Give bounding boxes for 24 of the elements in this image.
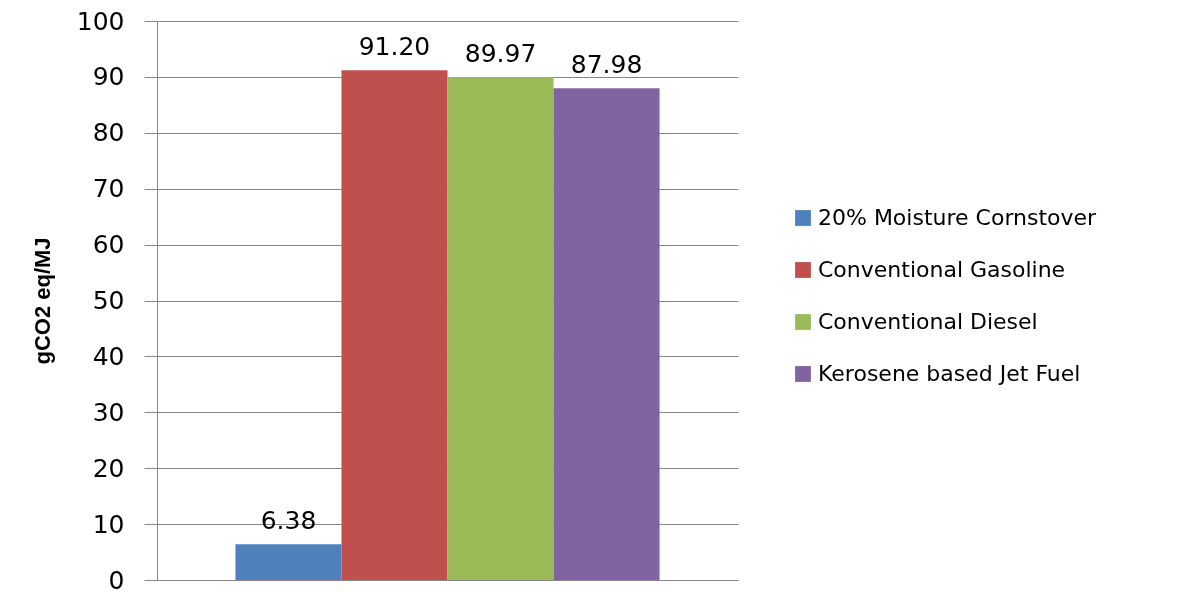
y-tick-label: 80	[92, 118, 125, 148]
y-tick-label: 40	[92, 341, 125, 371]
y-axis-title: gCO2 eq/MJ	[29, 237, 55, 365]
bar	[447, 77, 554, 580]
data-label: 87.98	[570, 50, 643, 80]
y-tick-label: 0	[108, 565, 125, 592]
legend-label: Conventional Diesel	[818, 309, 1038, 334]
y-tick-label: 60	[92, 230, 125, 260]
bar	[341, 70, 448, 580]
y-tick-label: 70	[92, 174, 125, 204]
legend-label: Conventional Gasoline	[818, 257, 1066, 282]
y-tick-label: 50	[92, 286, 125, 315]
y-tick-label: 20	[92, 453, 125, 483]
bar	[553, 88, 660, 580]
legend-label: Kerosene based Jet Fuel	[818, 361, 1081, 386]
data-label: 6.38	[260, 506, 317, 536]
bar	[235, 544, 342, 580]
y-tick-label: 90	[92, 62, 125, 92]
y-tick-label: 100	[76, 6, 125, 36]
data-label: 89.97	[464, 39, 537, 69]
data-label: 91.20	[358, 32, 431, 62]
y-tick-label: 10	[92, 509, 125, 539]
y-tick-label: 30	[92, 397, 125, 427]
legend-label: 20% Moisture Cornstover	[818, 205, 1098, 230]
